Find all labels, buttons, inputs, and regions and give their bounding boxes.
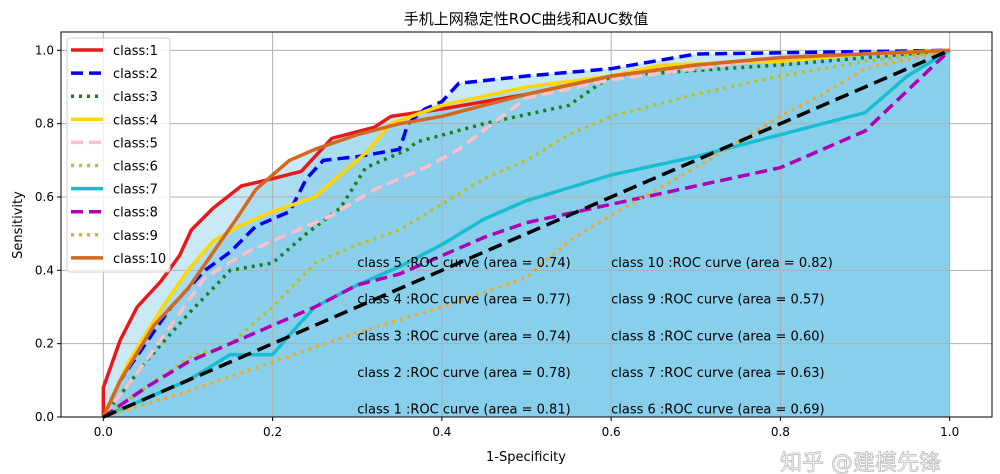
auc-annotation: class 10 :ROC curve (area = 0.82) <box>611 256 833 271</box>
roc-line-class-9 <box>102 48 951 419</box>
auc-annotation: class 1 :ROC curve (area = 0.81) <box>357 403 570 418</box>
auc-annotation: class 9 :ROC curve (area = 0.57) <box>611 293 824 308</box>
diagonal-reference-line <box>102 48 951 419</box>
roc-lines <box>101 48 951 419</box>
x-axis-label: 1-Specificity <box>486 450 566 465</box>
watermark: 知乎 @建模先锋 <box>780 451 941 474</box>
legend-label-class-6: class:6 <box>113 160 158 175</box>
legend: class:1 class:2 class:3 class:4 class:5 class… <box>66 37 171 273</box>
y-axis-label: Sensitivity <box>11 191 26 259</box>
roc-line-class-3 <box>101 48 950 419</box>
y-tick-label: 0.2 <box>35 337 54 351</box>
auc-annotation: class 7 :ROC curve (area = 0.63) <box>611 366 824 381</box>
fill-area-class-7 <box>103 50 950 417</box>
y-tick-label: 0.8 <box>35 117 54 131</box>
legend-label-class-3: class:3 <box>113 90 158 105</box>
y-tick-label: 0.6 <box>35 190 54 204</box>
fill-area-class-8 <box>103 50 950 417</box>
roc-line-class-5 <box>101 48 950 419</box>
legend-label-class-8: class:8 <box>113 206 158 221</box>
legend-label-class-1: class:1 <box>113 44 158 59</box>
roc-line-class-7 <box>102 48 951 419</box>
legend-label-class-5: class:5 <box>113 136 158 151</box>
roc-line-class-4 <box>101 48 950 418</box>
legend-label-class-2: class:2 <box>113 67 158 82</box>
y-tick-label: 1.0 <box>35 43 54 57</box>
axis-ticks: 0.0 0.0 0.2 0.2 0.4 0.4 0.6 0.6 0.8 0.8 1.0 1.0 <box>35 43 959 439</box>
legend-label-class-9: class:9 <box>113 229 158 244</box>
legend-box <box>66 37 171 273</box>
roc-line-class-10 <box>101 48 950 418</box>
legend-label-class-7: class:7 <box>113 183 158 198</box>
auc-annotation: class 6 :ROC curve (area = 0.69) <box>611 403 824 418</box>
roc-line-class-6 <box>102 48 950 419</box>
auc-annotation: class 3 :ROC curve (area = 0.74) <box>357 329 570 344</box>
y-tick-label: 0.4 <box>35 263 54 277</box>
legend-label-class-10: class:10 <box>113 252 166 267</box>
auc-annotation: class 5 :ROC curve (area = 0.74) <box>357 256 570 271</box>
x-tick-label: 0.8 <box>771 425 790 439</box>
plot-frame <box>60 31 993 418</box>
legend-label-class-4: class:4 <box>113 113 158 128</box>
auc-annotation: class 4 :ROC curve (area = 0.77) <box>357 293 570 308</box>
y-tick-label: 0.0 <box>35 410 54 424</box>
x-tick-label: 0.6 <box>602 425 621 439</box>
auc-annotations: class 5 :ROC curve (area = 0.74) class 4 … <box>357 256 833 418</box>
auc-annotation: class 2 :ROC curve (area = 0.78) <box>357 366 570 381</box>
x-tick-label: 0.0 <box>94 425 113 439</box>
roc-line-class-8 <box>102 49 951 419</box>
x-tick-label: 1.0 <box>940 425 959 439</box>
x-tick-label: 0.4 <box>432 425 451 439</box>
auc-annotation: class 8 :ROC curve (area = 0.60) <box>611 329 824 344</box>
x-tick-label: 0.2 <box>263 425 282 439</box>
chart-title: 手机上网稳定性ROC曲线和AUC数值 <box>404 10 648 28</box>
